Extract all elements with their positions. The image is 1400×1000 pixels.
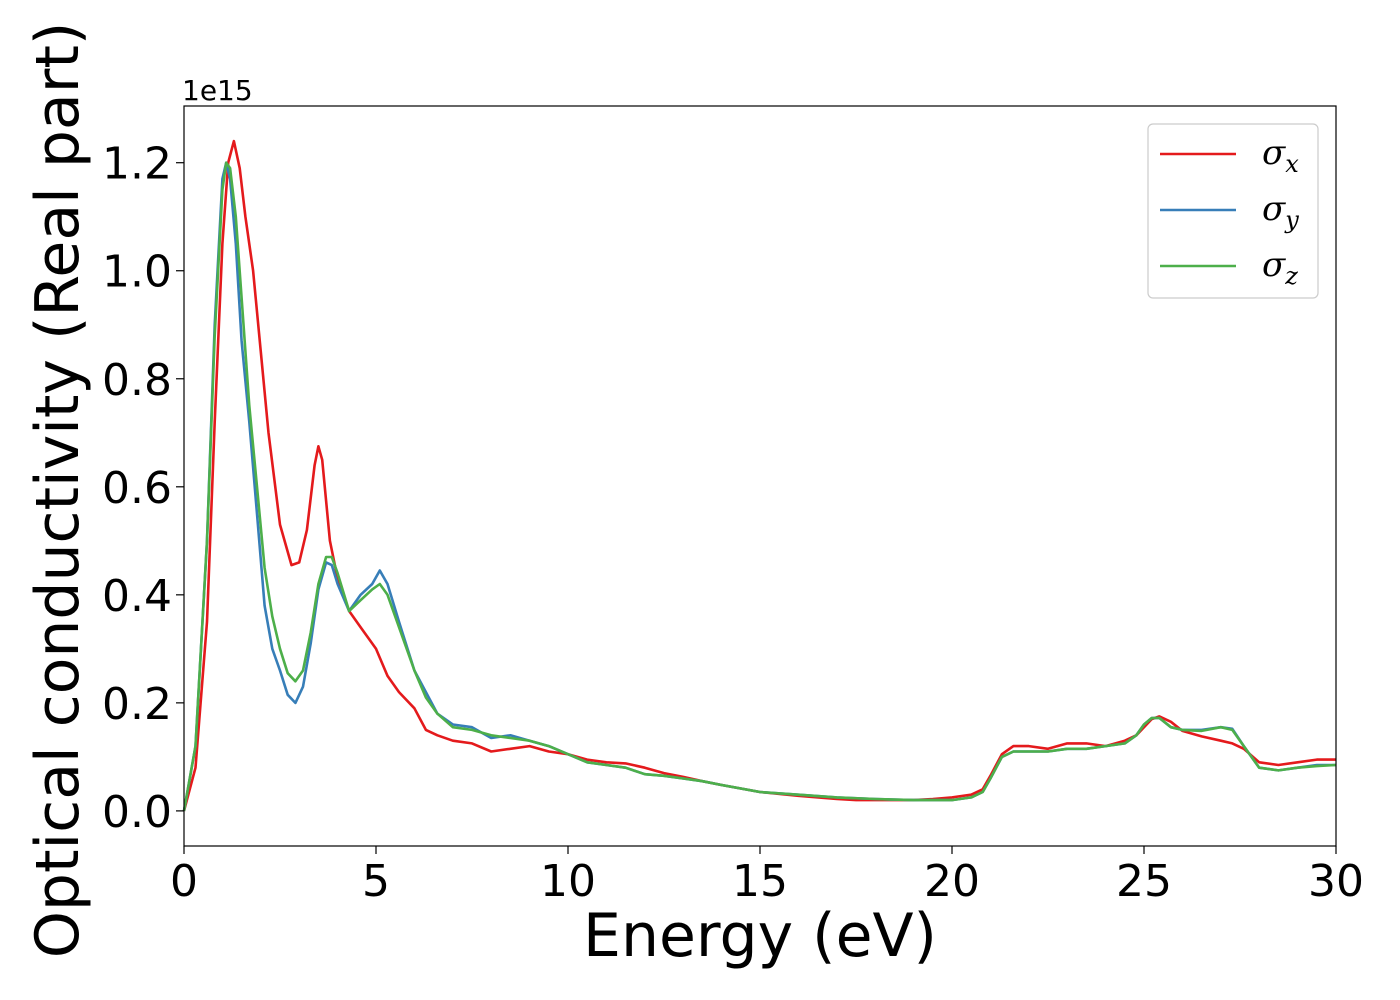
- x-tick-label: 10: [540, 856, 596, 907]
- series-lines: [182, 139, 1337, 812]
- x-tick-label: 25: [1116, 856, 1172, 907]
- y-tick-label: 0.4: [102, 571, 172, 622]
- x-tick-label: 30: [1308, 856, 1364, 907]
- series-line-sigma-z: [182, 161, 1337, 812]
- x-tick-label: 0: [170, 856, 198, 907]
- y-tick-label: 0.8: [102, 355, 172, 406]
- y-axis-label: Optical conductivity (Real part): [23, 22, 93, 959]
- y-axis-ticks: 0.0 0.2 0.4 0.6 0.8 1.0 1.2: [102, 139, 184, 838]
- y-tick-label: 0.0: [102, 787, 172, 838]
- y-tick-label: 1.0: [102, 247, 172, 298]
- x-tick-label: 5: [362, 856, 390, 907]
- y-tick-label: 1.2: [102, 139, 172, 190]
- y-axis-offset-label: 1e15: [182, 74, 253, 107]
- series-line-sigma-x: [182, 139, 1336, 812]
- x-axis-label: Energy (eV): [583, 901, 937, 971]
- y-tick-label: 0.2: [102, 679, 172, 730]
- plot-area: [182, 105, 1337, 847]
- x-axis-ticks: 0 5 10 15 20 25 30: [170, 846, 1364, 907]
- x-tick-label: 15: [732, 856, 788, 907]
- y-tick-label: 0.6: [102, 463, 172, 514]
- x-tick-label: 20: [924, 856, 980, 907]
